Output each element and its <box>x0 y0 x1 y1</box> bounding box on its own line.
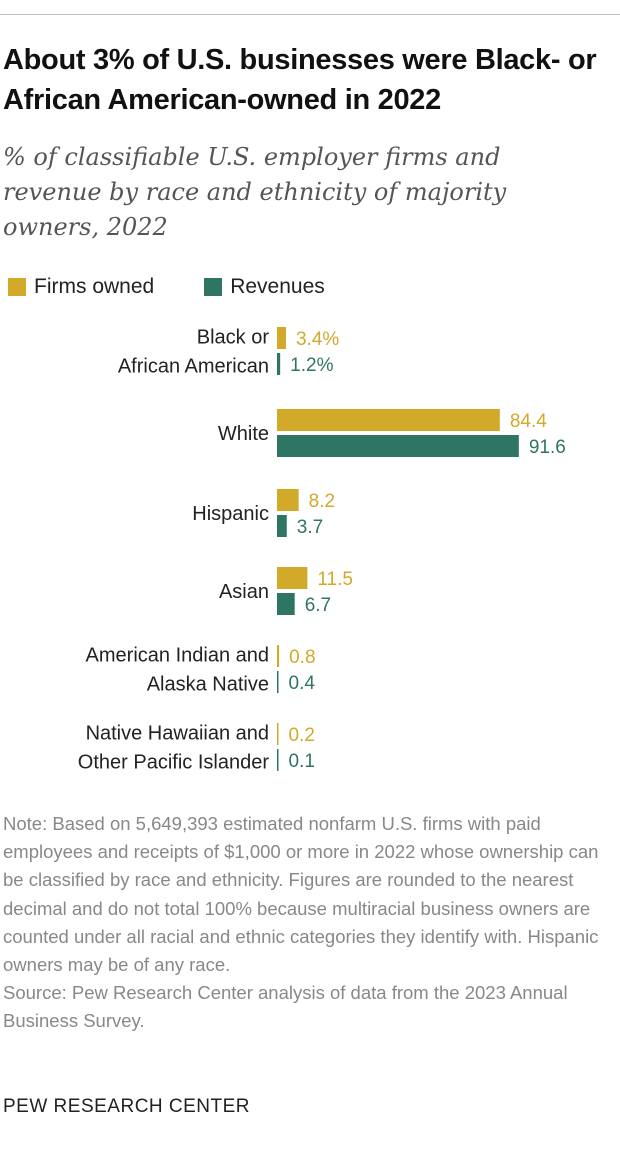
legend-label-revenues: Revenues <box>230 275 325 298</box>
category-label: African American <box>118 356 269 378</box>
data-label-firms: 3.4% <box>296 329 339 350</box>
note-text: Note: Based on 5,649,393 estimated nonfa… <box>3 813 599 976</box>
legend-label-firms: Firms owned <box>34 275 155 298</box>
chart-subtitle: % of classifiable U.S. employer firms an… <box>3 143 507 241</box>
data-label-firms: 8.2 <box>309 491 335 512</box>
bar-chart: Black or African American 3.4% 1.2% White 84.… <box>0 315 620 795</box>
chart-note: Note: Based on 5,649,393 estimated nonfa… <box>3 810 615 1036</box>
category-label: White <box>218 423 269 445</box>
data-label-revenues: 3.7 <box>297 517 323 538</box>
category-label: Other Pacific Islander <box>78 752 270 774</box>
data-label-revenues: 1.2% <box>290 355 333 376</box>
data-label-firms: 11.5 <box>317 569 353 590</box>
legend: Firms owned Revenues <box>8 275 375 299</box>
bar-firms <box>277 409 500 431</box>
data-label-firms: 0.8 <box>289 647 315 668</box>
bar-firms <box>277 489 299 511</box>
bar-firms <box>277 645 280 667</box>
category-label: Hispanic <box>192 503 269 525</box>
category-label: American Indian and <box>86 645 269 667</box>
chart-title: About 3% of U.S. businesses were Black- … <box>3 44 597 116</box>
bar-revenues <box>277 593 295 615</box>
category-label: Asian <box>219 581 269 603</box>
legend-item-revenues: Revenues <box>204 275 325 299</box>
data-label-firms: 0.2 <box>289 725 315 746</box>
bar-chart-svg: Black or African American 3.4% 1.2% White 84.… <box>78 327 566 774</box>
bar-firms <box>277 723 279 745</box>
bar-revenues <box>277 671 279 693</box>
legend-swatch-revenues <box>204 278 223 296</box>
bar-revenues <box>277 435 519 457</box>
legend-swatch-firms <box>8 278 26 296</box>
bar-firms <box>277 327 286 349</box>
top-rule <box>0 14 620 15</box>
bar-revenues <box>277 749 279 771</box>
data-label-firms: 84.4 <box>510 411 547 432</box>
data-label-revenues: 0.4 <box>289 673 316 694</box>
bar-revenues <box>277 353 281 375</box>
data-label-revenues: 91.6 <box>529 437 566 458</box>
source-text: Source: Pew Research Center analysis of … <box>3 982 568 1032</box>
brand-logo-text: PEW RESEARCH CENTER <box>3 1096 251 1117</box>
legend-item-firms: Firms owned <box>8 275 154 299</box>
category-label: Native Hawaiian and <box>86 723 269 745</box>
data-label-revenues: 6.7 <box>305 595 331 616</box>
bar-revenues <box>277 515 287 537</box>
category-label: Black or <box>197 327 270 349</box>
bar-firms <box>277 567 308 589</box>
data-label-revenues: 0.1 <box>289 751 315 772</box>
category-label: Alaska Native <box>147 674 269 696</box>
